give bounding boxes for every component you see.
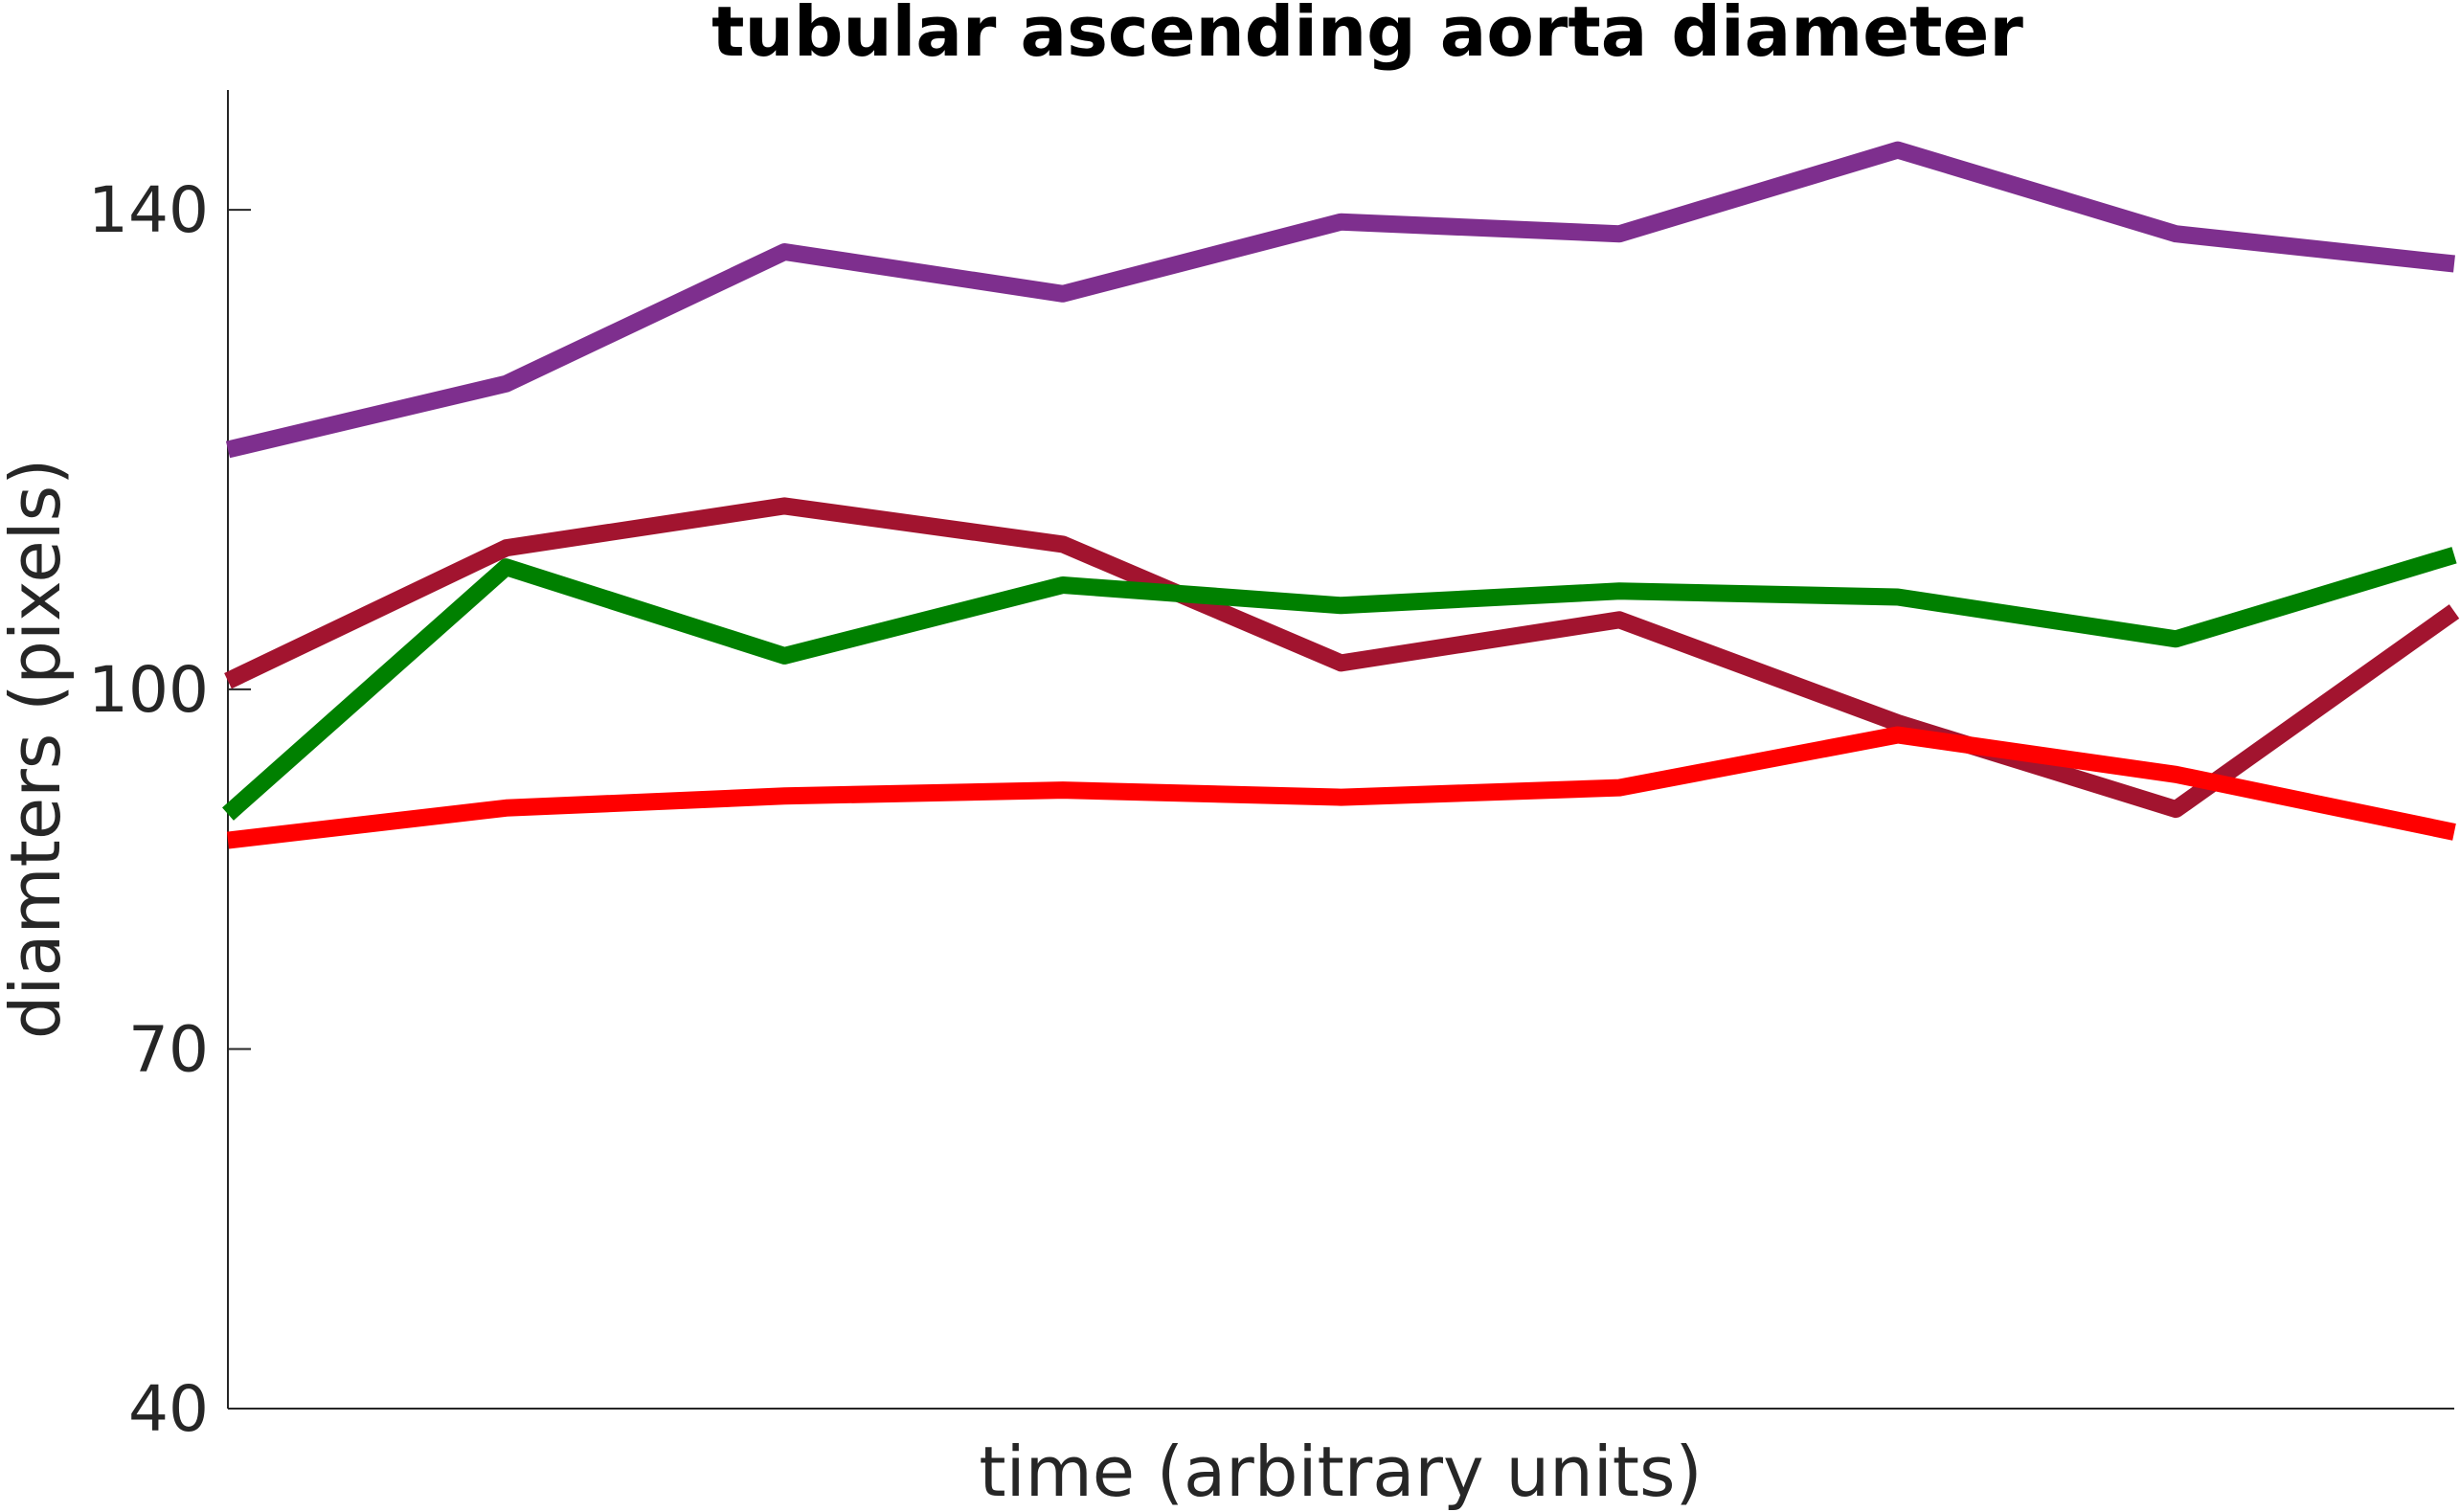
series-line-1: [224, 497, 2460, 819]
chart-title: tubular ascending aorta diameter: [711, 0, 2023, 72]
series-line-3: [226, 726, 2456, 849]
series-line-2: [222, 547, 2457, 821]
x-axis-label: time (arbitrary units): [979, 1432, 1702, 1512]
y-tick-label-3: 140: [88, 173, 209, 247]
y-tick-label-1: 70: [128, 1012, 209, 1086]
y-tick-label-0: 40: [128, 1372, 209, 1446]
y-axis-label: diamters (pixels): [0, 459, 76, 1040]
series-lines: [222, 141, 2460, 849]
series-line-0: [225, 141, 2455, 459]
y-axis-ticks: 40 70 100 140: [88, 173, 251, 1446]
y-tick-label-2: 100: [88, 653, 209, 727]
